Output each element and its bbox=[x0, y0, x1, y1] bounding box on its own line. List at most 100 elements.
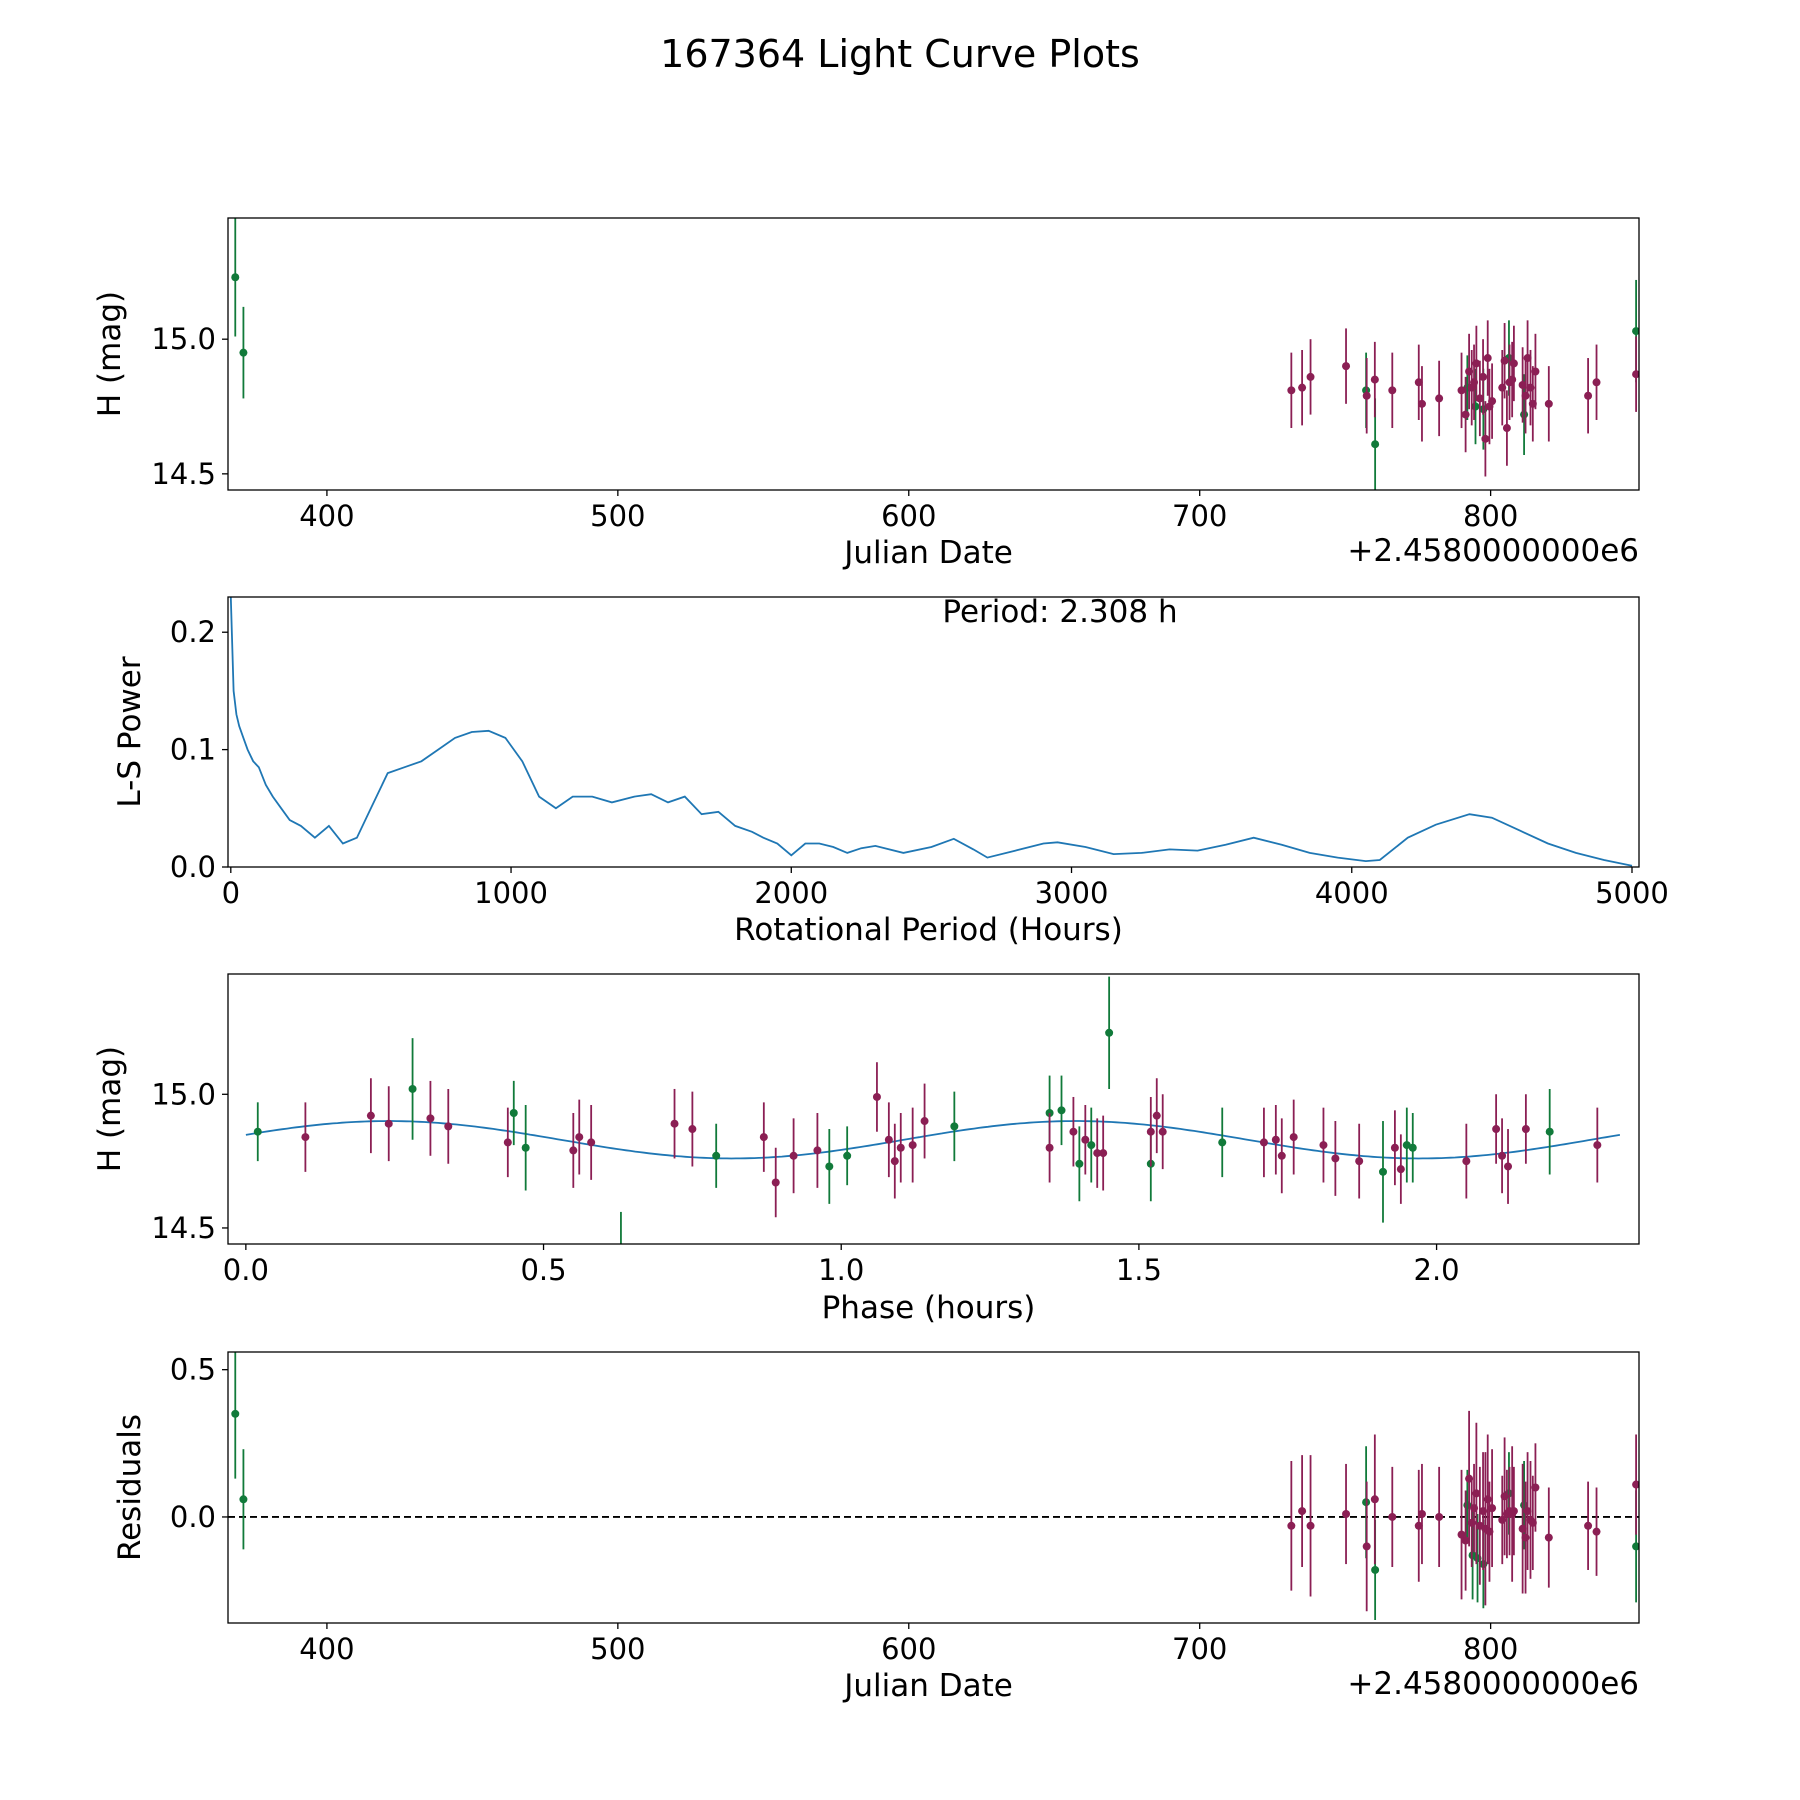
data-point bbox=[408, 1084, 417, 1093]
data-point bbox=[1462, 1157, 1471, 1166]
data-point bbox=[1298, 1507, 1307, 1516]
data-point bbox=[1498, 1151, 1507, 1160]
phased-plot-area bbox=[245, 976, 1621, 1244]
data-point bbox=[1414, 378, 1423, 387]
y-tick-label: 14.5 bbox=[151, 457, 216, 491]
x-axis-label: Phase (hours) bbox=[822, 1290, 1036, 1326]
y-tick-label: 15.0 bbox=[151, 322, 216, 356]
data-point bbox=[1362, 1542, 1371, 1551]
data-point bbox=[1584, 391, 1593, 400]
data-point bbox=[1414, 1521, 1423, 1530]
data-point bbox=[890, 1157, 899, 1166]
data-point bbox=[1504, 1162, 1513, 1171]
x-tick-label: 700 bbox=[1172, 499, 1227, 533]
x-tick-label: 0.5 bbox=[520, 1253, 566, 1287]
x-tick-label: 1.0 bbox=[818, 1253, 864, 1287]
data-point bbox=[1378, 1167, 1387, 1176]
data-point bbox=[1342, 1510, 1351, 1519]
x-axis-label: Julian Date bbox=[842, 1668, 1013, 1704]
data-point bbox=[1481, 434, 1490, 443]
y-tick-label: 14.5 bbox=[151, 1211, 216, 1245]
data-point bbox=[872, 1092, 881, 1101]
x-tick-label: 0.0 bbox=[223, 1253, 269, 1287]
x-tick-label: 700 bbox=[1172, 1632, 1227, 1666]
data-point bbox=[1390, 1143, 1399, 1152]
data-point bbox=[1057, 1106, 1066, 1115]
data-point bbox=[813, 1146, 822, 1155]
raw-axes-frame bbox=[227, 217, 1640, 491]
data-point bbox=[1152, 1111, 1161, 1120]
y-tick-label: 0.0 bbox=[170, 850, 216, 884]
panel-periodogram: 0 1000 2000 3000 4000 5000 0.0 0.1 0.2 Rotational… bbox=[112, 594, 1669, 948]
data-point bbox=[1259, 1138, 1268, 1147]
data-point bbox=[1331, 1154, 1340, 1163]
data-point bbox=[1355, 1157, 1364, 1166]
data-point bbox=[1500, 356, 1509, 365]
data-point bbox=[1402, 1141, 1411, 1150]
x-axis-label: Julian Date bbox=[842, 535, 1013, 571]
data-point bbox=[1087, 1141, 1096, 1150]
data-point bbox=[239, 1495, 248, 1504]
data-point bbox=[884, 1135, 893, 1144]
data-point bbox=[1523, 1507, 1532, 1516]
data-point bbox=[1277, 1151, 1286, 1160]
data-point bbox=[1521, 1125, 1530, 1134]
data-point bbox=[1319, 1141, 1328, 1150]
data-point bbox=[1531, 1483, 1540, 1492]
data-point bbox=[712, 1151, 721, 1160]
data-point bbox=[908, 1141, 917, 1150]
data-point bbox=[688, 1125, 697, 1134]
x-tick-label: 1.5 bbox=[1116, 1253, 1162, 1287]
x-tick-label: 2.0 bbox=[1414, 1253, 1460, 1287]
data-point bbox=[1472, 359, 1481, 368]
data-point bbox=[1370, 375, 1379, 384]
fit-curve-line bbox=[245, 1120, 1621, 1160]
data-point bbox=[950, 1122, 959, 1131]
data-point bbox=[1396, 1165, 1405, 1174]
data-point bbox=[1342, 362, 1351, 371]
data-point bbox=[1435, 394, 1444, 403]
data-point bbox=[1417, 1510, 1426, 1519]
x-axis-label: Rotational Period (Hours) bbox=[734, 912, 1123, 948]
data-point bbox=[521, 1143, 530, 1152]
data-point bbox=[1093, 1149, 1102, 1158]
data-point bbox=[301, 1133, 310, 1142]
data-point bbox=[896, 1143, 905, 1152]
data-point bbox=[1287, 1521, 1296, 1530]
x-tick-label: 1000 bbox=[474, 876, 548, 910]
data-point bbox=[366, 1111, 375, 1120]
data-point bbox=[1306, 372, 1315, 381]
y-tick-label: 0.2 bbox=[170, 615, 216, 649]
data-point bbox=[1461, 1536, 1470, 1545]
data-point bbox=[1158, 1127, 1167, 1136]
data-point bbox=[503, 1138, 512, 1147]
data-point bbox=[1632, 370, 1639, 379]
phased-axes-frame bbox=[227, 973, 1640, 1245]
x-tick-label: 400 bbox=[299, 1632, 354, 1666]
data-point bbox=[1475, 394, 1484, 403]
periodogram-axes-frame bbox=[227, 596, 1640, 868]
data-point bbox=[1287, 386, 1296, 395]
data-point bbox=[1388, 386, 1397, 395]
x-offset-label: +2.4580000000e6 bbox=[1347, 533, 1639, 569]
x-tick-label: 600 bbox=[881, 499, 936, 533]
data-point bbox=[1479, 372, 1488, 381]
data-point bbox=[1069, 1127, 1078, 1136]
data-point bbox=[1531, 367, 1540, 376]
data-point bbox=[1508, 375, 1517, 384]
data-point bbox=[1472, 1489, 1481, 1498]
data-point bbox=[1461, 410, 1470, 419]
data-point bbox=[1509, 1507, 1518, 1516]
data-point bbox=[1435, 1512, 1444, 1521]
data-point bbox=[1584, 1521, 1593, 1530]
data-point bbox=[1289, 1133, 1298, 1142]
period-annotation: Period: 2.308 h bbox=[942, 594, 1177, 630]
data-point bbox=[1045, 1143, 1054, 1152]
data-point bbox=[1488, 1504, 1497, 1513]
periodogram-plot-area bbox=[229, 597, 1633, 867]
residuals-axes-frame bbox=[227, 1351, 1640, 1624]
y-axis-label: L-S Power bbox=[112, 656, 148, 807]
data-point bbox=[1081, 1135, 1090, 1144]
data-point bbox=[1502, 424, 1511, 433]
